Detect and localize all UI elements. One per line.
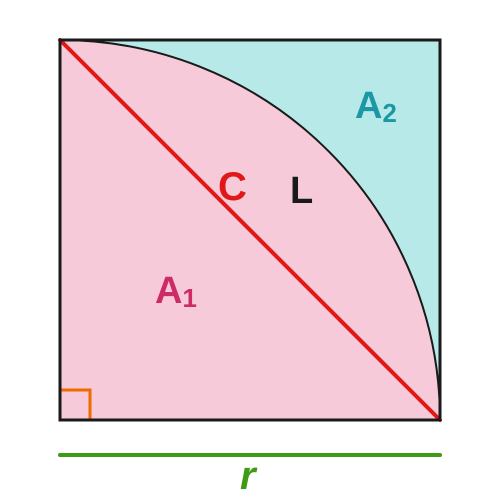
diagram-svg [0,0,500,500]
label-l: L [290,170,313,213]
label-a1: A1 [155,270,197,314]
label-a2-base: A [355,85,382,127]
label-a1-sub: 1 [182,285,196,313]
label-a2: A2 [355,85,397,129]
label-a1-base: A [155,270,182,312]
label-a2-sub: 2 [382,100,396,128]
diagram-root: A1 A2 C L r [0,0,500,500]
label-r: r [240,454,256,499]
label-c: C [218,165,247,210]
